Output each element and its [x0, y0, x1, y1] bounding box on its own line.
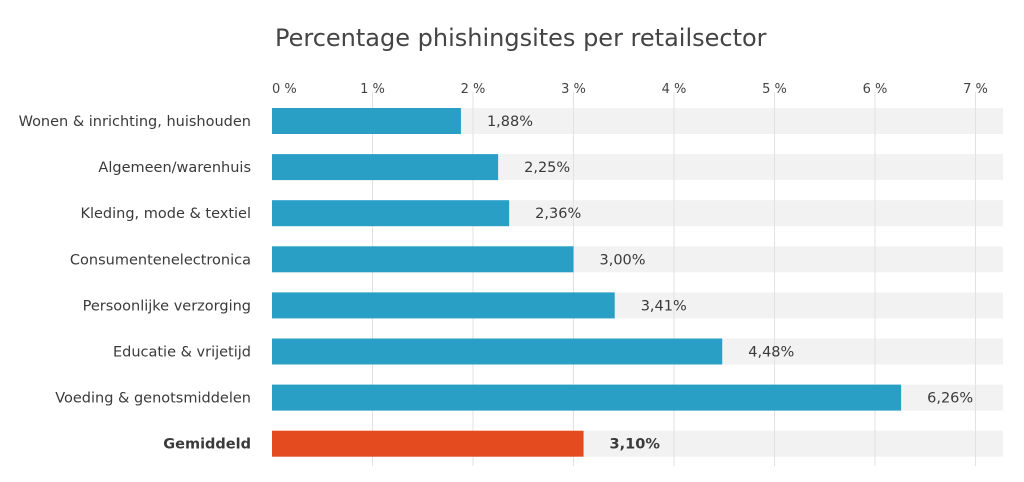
bar-average: [272, 430, 584, 457]
x-tick-label: 5 %: [762, 82, 787, 97]
data-label: 1,88%: [487, 114, 533, 130]
category-label: Algemeen/warenhuis: [98, 160, 251, 176]
category-label: Kleding, mode & textiel: [80, 206, 251, 222]
data-label: 2,25%: [524, 160, 570, 176]
category-label: Persoonlijke verzorging: [83, 298, 251, 314]
x-tick-label: 3 %: [561, 82, 586, 97]
category-label: Consumentenelectronica: [70, 252, 251, 268]
data-label: 2,36%: [535, 206, 581, 222]
bar: [272, 338, 723, 365]
category-label: Educatie & vrijetijd: [113, 345, 251, 361]
data-label: 3,00%: [600, 252, 646, 268]
data-label: 4,48%: [748, 345, 794, 361]
bar: [272, 384, 902, 411]
bar: [272, 154, 499, 181]
chart-title: Percentage phishingsites per retailsecto…: [275, 24, 767, 52]
category-label: Voeding & genotsmiddelen: [55, 391, 251, 407]
category-label: Wonen & inrichting, huishouden: [19, 114, 251, 130]
bars: [272, 108, 902, 457]
x-tick-label: 1 %: [360, 82, 385, 97]
x-axis-ticks: 0 % 1 % 2 % 3 % 4 % 5 % 6 % 7 %: [272, 82, 988, 97]
bar: [272, 108, 461, 134]
bar: [272, 200, 510, 227]
x-tick-label: 2 %: [461, 82, 486, 97]
category-label: Gemiddeld: [163, 437, 251, 453]
value-labels: 1,88% 2,25% 2,36% 3,00% 3,41% 4,48% 6,26% 3,10%: [487, 114, 973, 453]
x-tick-label: 7 %: [963, 82, 988, 97]
bar: [272, 292, 615, 319]
x-tick-label: 6 %: [863, 82, 888, 97]
data-label: 3,41%: [641, 298, 687, 314]
x-tick-label: 0 %: [272, 82, 297, 97]
data-label: 3,10%: [610, 437, 661, 453]
bar: [272, 246, 574, 273]
data-label: 6,26%: [927, 391, 973, 407]
x-tick-label: 4 %: [662, 82, 687, 97]
category-labels: Wonen & inrichting, huishouden Algemeen/w…: [19, 114, 251, 453]
